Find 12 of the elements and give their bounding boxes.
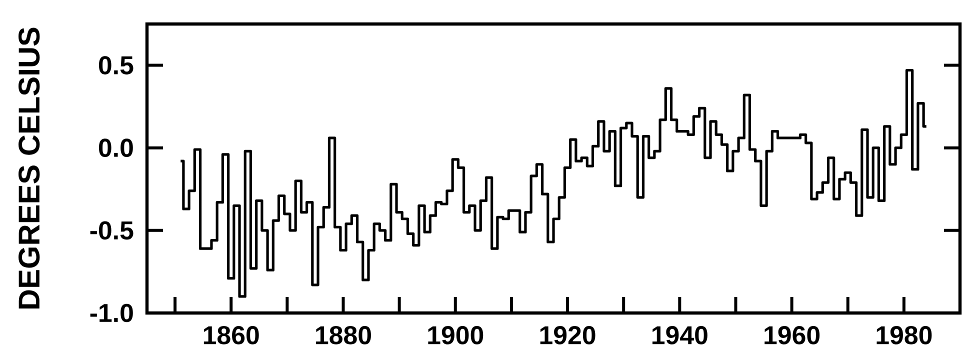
x-tick-label: 1920 — [540, 326, 596, 344]
x-tick-label: 1960 — [764, 326, 820, 344]
x-tick-label: 1980 — [876, 326, 932, 344]
x-tick-label: 1940 — [652, 326, 708, 344]
x-tick-label: 1880 — [316, 326, 371, 344]
x-tick-label: 1900 — [428, 326, 484, 344]
y-tick-label: -1.0 — [90, 304, 133, 322]
y-axis-title: DEGREES CELSIUS — [18, 28, 40, 308]
y-tick-label: 0.0 — [98, 138, 133, 158]
y-tick-label: -0.5 — [90, 221, 134, 240]
x-tick-label: 1860 — [204, 326, 259, 344]
y-tick-label: 0.5 — [98, 56, 134, 74]
